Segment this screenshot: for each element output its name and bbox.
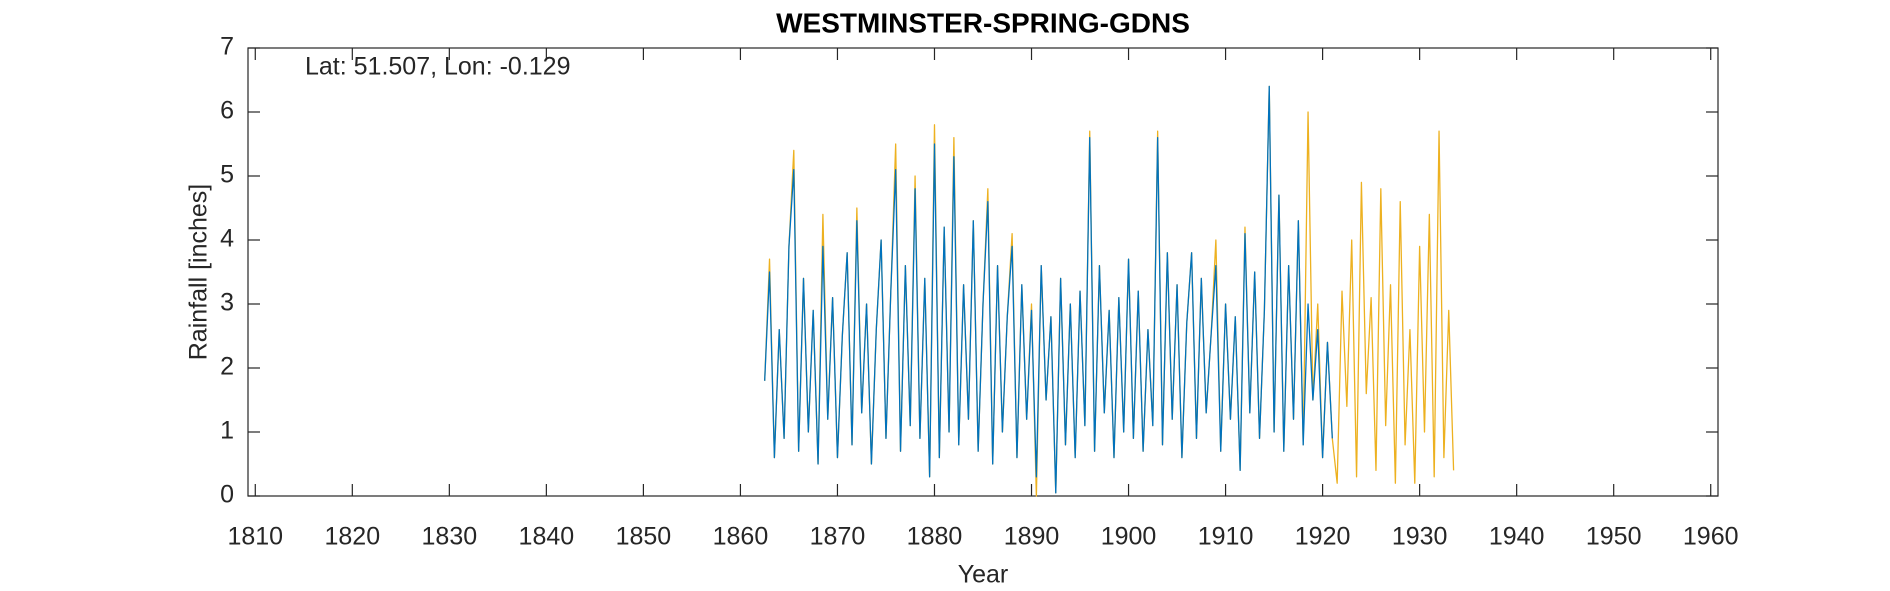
x-tick-label: 1910 [1198,523,1254,551]
y-axis-label: Rainfall [inches] [185,184,213,360]
x-tick-label: 1920 [1295,523,1351,551]
y-tick-label: 0 [220,481,234,509]
x-tick-label: 1900 [1101,523,1157,551]
y-tick-label: 2 [220,353,234,381]
y-tick-label: 4 [220,225,234,253]
y-tick-label: 7 [220,33,234,61]
x-tick-label: 1950 [1586,523,1642,551]
x-tick-label: 1870 [810,523,866,551]
x-tick-label: 1860 [713,523,769,551]
plot-area [247,47,1719,497]
chart-title: WESTMINSTER-SPRING-GDNS [776,7,1190,38]
x-tick-label: 1890 [1004,523,1060,551]
x-tick-label: 1840 [519,523,575,551]
x-axis-label: Year [958,561,1009,589]
y-tick-label: 5 [220,161,234,189]
x-tick-label: 1810 [227,523,283,551]
x-tick-label: 1830 [422,523,478,551]
y-tick-label: 3 [220,289,234,317]
x-tick-label: 1880 [907,523,963,551]
rainfall-line [764,85,1455,497]
x-tick-label: 1940 [1489,523,1545,551]
x-tick-label: 1820 [324,523,380,551]
x-tick-label: 1850 [616,523,672,551]
x-tick-label: 1960 [1683,523,1739,551]
annotation: Lat: 51.507, Lon: -0.129 [305,53,571,81]
x-tick-label: 1930 [1392,523,1448,551]
rainfall-line [764,85,1333,494]
y-tick-label: 6 [220,97,234,125]
y-tick-label: 1 [220,417,234,445]
